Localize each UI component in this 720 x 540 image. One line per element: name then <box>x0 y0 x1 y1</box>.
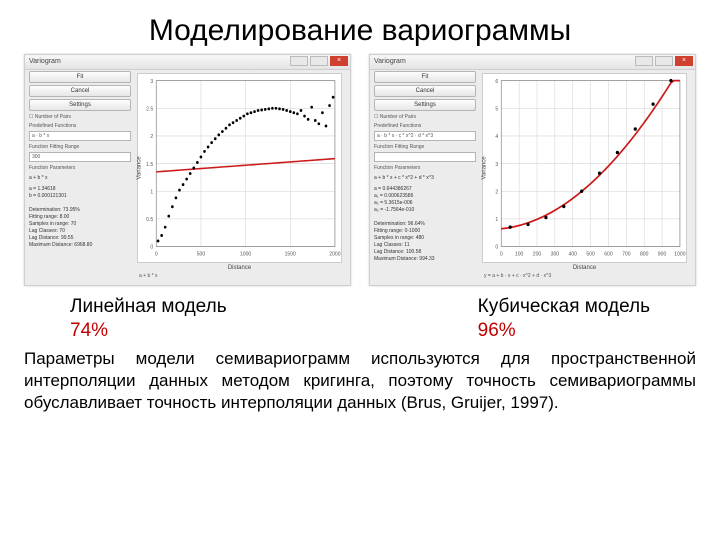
svg-text:0: 0 <box>500 251 503 257</box>
window-title-text: Variogram <box>29 58 61 65</box>
cancel-button[interactable]: Cancel <box>29 85 131 97</box>
svg-text:3: 3 <box>495 162 498 168</box>
slide-title: Моделирование вариограммы <box>0 0 720 48</box>
side-panel-right: Fit Cancel Settings ☐ Number of Pairs Pr… <box>370 55 480 285</box>
params-block: a = 1.34618b = 0.000121301 Determination… <box>29 186 131 249</box>
chart-area-left: Variance 0 500 1000 1500 2000 0 0.5 1 1.5 2 2.5 3 <box>137 73 342 263</box>
caption-right-name: Кубическая модель <box>478 296 650 317</box>
y-axis-label: Variance <box>482 156 488 179</box>
range-input[interactable]: 300 <box>29 152 131 162</box>
close-button[interactable]: × <box>330 56 348 66</box>
x-axis-label: Distance <box>482 263 687 271</box>
range-label: Function Fitting Range <box>374 144 476 150</box>
formula-strip: a + b * x <box>137 271 342 279</box>
formula-strip: y = a + b · x + c · x^2 + d · x^3 <box>482 271 687 279</box>
chart-wrap-right: Variance 0100200300400500600700800900100… <box>480 55 695 285</box>
svg-text:500: 500 <box>197 251 206 257</box>
close-button[interactable]: × <box>675 56 693 66</box>
svg-text:1: 1 <box>495 217 498 223</box>
svg-text:700: 700 <box>622 251 631 257</box>
maximize-button[interactable] <box>655 56 673 66</box>
svg-text:6: 6 <box>495 79 498 85</box>
svg-text:0: 0 <box>495 245 498 251</box>
variogram-window-right: Variogram × Fit Cancel Settings ☐ Number… <box>369 54 696 286</box>
predef-label: Predefined Functions <box>374 123 476 129</box>
captions-row: Линейная модель 74% Кубическая модель 96… <box>0 286 720 342</box>
svg-text:0: 0 <box>155 251 158 257</box>
svg-text:0.5: 0.5 <box>146 217 153 223</box>
body-paragraph: Параметры модели семивариограмм использу… <box>0 342 720 413</box>
window-title-text: Variogram <box>374 58 406 65</box>
svg-text:4: 4 <box>495 134 498 140</box>
caption-left-pct: 74% <box>70 320 227 342</box>
caption-right-pct: 96% <box>478 320 650 342</box>
range-input[interactable] <box>374 152 476 162</box>
chart-area-right: Variance 0100200300400500600700800900100… <box>482 73 687 263</box>
predef-select[interactable]: a · b * x <box>29 131 131 141</box>
svg-text:400: 400 <box>568 251 577 257</box>
section-params: Function Parameters <box>374 165 476 171</box>
y-axis-label: Variance <box>137 156 143 179</box>
caption-right: Кубическая модель 96% <box>478 296 650 342</box>
svg-text:900: 900 <box>658 251 667 257</box>
svg-text:1000: 1000 <box>240 251 251 257</box>
cancel-button[interactable]: Cancel <box>374 85 476 97</box>
minimize-button[interactable] <box>635 56 653 66</box>
section-params: Function Parameters <box>29 165 131 171</box>
chart-svg-left: 0 500 1000 1500 2000 0 0.5 1 1.5 2 2.5 3 <box>138 74 341 262</box>
settings-button[interactable]: Settings <box>29 99 131 111</box>
svg-text:100: 100 <box>515 251 524 257</box>
svg-text:500: 500 <box>586 251 595 257</box>
formula-text: a + b * x + c * x^2 + d * x^3 <box>374 175 476 182</box>
caption-left-name: Линейная модель <box>70 296 227 317</box>
x-axis-label: Distance <box>137 263 342 271</box>
svg-text:5: 5 <box>495 106 498 112</box>
chart-wrap-left: Variance 0 500 1000 1500 2000 0 0.5 1 1.5 2 2.5 3 D… <box>135 55 350 285</box>
svg-text:3: 3 <box>150 79 153 85</box>
svg-text:1000: 1000 <box>674 251 685 257</box>
svg-text:0: 0 <box>150 245 153 251</box>
svg-text:1500: 1500 <box>285 251 296 257</box>
range-label: Function Fitting Range <box>29 144 131 150</box>
svg-text:300: 300 <box>551 251 560 257</box>
panels-row: Variogram × Fit Cancel Settings ☐ Number… <box>0 48 720 286</box>
checkbox-pairs[interactable]: ☐ Number of Pairs <box>29 114 131 120</box>
minimize-button[interactable] <box>290 56 308 66</box>
predef-label: Predefined Functions <box>29 123 131 129</box>
svg-text:2000: 2000 <box>329 251 340 257</box>
svg-text:2.5: 2.5 <box>146 106 153 112</box>
settings-button[interactable]: Settings <box>374 99 476 111</box>
svg-text:1: 1 <box>150 189 153 195</box>
fit-button[interactable]: Fit <box>374 71 476 83</box>
svg-text:200: 200 <box>533 251 542 257</box>
fit-button[interactable]: Fit <box>29 71 131 83</box>
svg-text:2: 2 <box>150 134 153 140</box>
chart-svg-right: 0 100 200 300 400 500 600 700 800 900 1000 0 1 2 3 4 5 6 <box>483 74 686 262</box>
svg-text:800: 800 <box>640 251 649 257</box>
svg-text:1.5: 1.5 <box>146 162 153 168</box>
predef-select[interactable]: a · b * x · c * x^2 · d * x^3 <box>374 131 476 141</box>
maximize-button[interactable] <box>310 56 328 66</box>
checkbox-pairs[interactable]: ☐ Number of Pairs <box>374 114 476 120</box>
formula-text: a + b * x <box>29 175 131 182</box>
caption-left: Линейная модель 74% <box>70 296 227 342</box>
svg-text:2: 2 <box>495 189 498 195</box>
params-block: a = 0.644386267a₁ = 0.000623586a₂ = 5.36… <box>374 186 476 263</box>
variogram-window-left: Variogram × Fit Cancel Settings ☐ Number… <box>24 54 351 286</box>
svg-text:600: 600 <box>604 251 613 257</box>
side-panel-left: Fit Cancel Settings ☐ Number of Pairs Pr… <box>25 55 135 285</box>
